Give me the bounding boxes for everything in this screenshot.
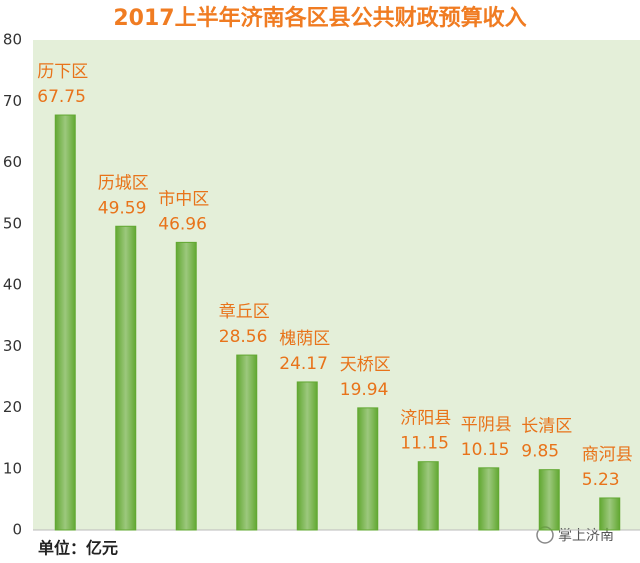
watermark: 掌上济南 [558, 528, 614, 544]
value-label: 5.23 [582, 470, 620, 490]
bar [54, 114, 76, 531]
y-tick-label: 80 [3, 31, 22, 49]
bar [236, 354, 258, 531]
value-label: 49.59 [98, 198, 147, 218]
value-label: 10.15 [461, 440, 510, 460]
value-label: 24.17 [279, 354, 328, 374]
y-tick-label: 20 [3, 398, 22, 416]
chart-title: 2017上半年济南各区县公共财政预算收入 [113, 5, 526, 31]
bar [357, 407, 379, 531]
category-label: 济阳县 [400, 409, 451, 429]
category-label: 天桥区 [340, 355, 391, 375]
bar [115, 225, 137, 531]
value-label: 11.15 [400, 434, 449, 454]
category-label: 章丘区 [219, 302, 270, 322]
bar [599, 497, 621, 531]
unit-note: 单位：亿元 [38, 539, 118, 558]
value-label: 46.96 [158, 214, 207, 234]
y-tick-label: 60 [3, 153, 22, 171]
category-label: 长清区 [521, 417, 572, 437]
category-label: 槐荫区 [279, 329, 330, 349]
y-tick-label: 30 [3, 337, 22, 355]
y-tick-label: 0 [12, 521, 22, 539]
y-tick-label: 10 [3, 459, 22, 477]
category-label: 市中区 [158, 189, 209, 209]
category-label: 平阴县 [461, 415, 512, 435]
bar [417, 461, 439, 531]
category-label: 商河县 [582, 445, 633, 465]
y-tick-label: 50 [3, 214, 22, 232]
category-label: 历城区 [98, 173, 149, 193]
bar [296, 381, 318, 531]
category-label: 历下区 [37, 62, 88, 82]
value-label: 19.94 [340, 380, 389, 400]
bar [538, 469, 560, 531]
bar [175, 241, 197, 531]
bar [478, 467, 500, 531]
value-label: 28.56 [219, 327, 268, 347]
y-tick-label: 70 [3, 92, 22, 110]
value-label: 9.85 [521, 442, 559, 462]
value-label: 67.75 [37, 87, 86, 107]
y-tick-label: 40 [3, 276, 22, 294]
